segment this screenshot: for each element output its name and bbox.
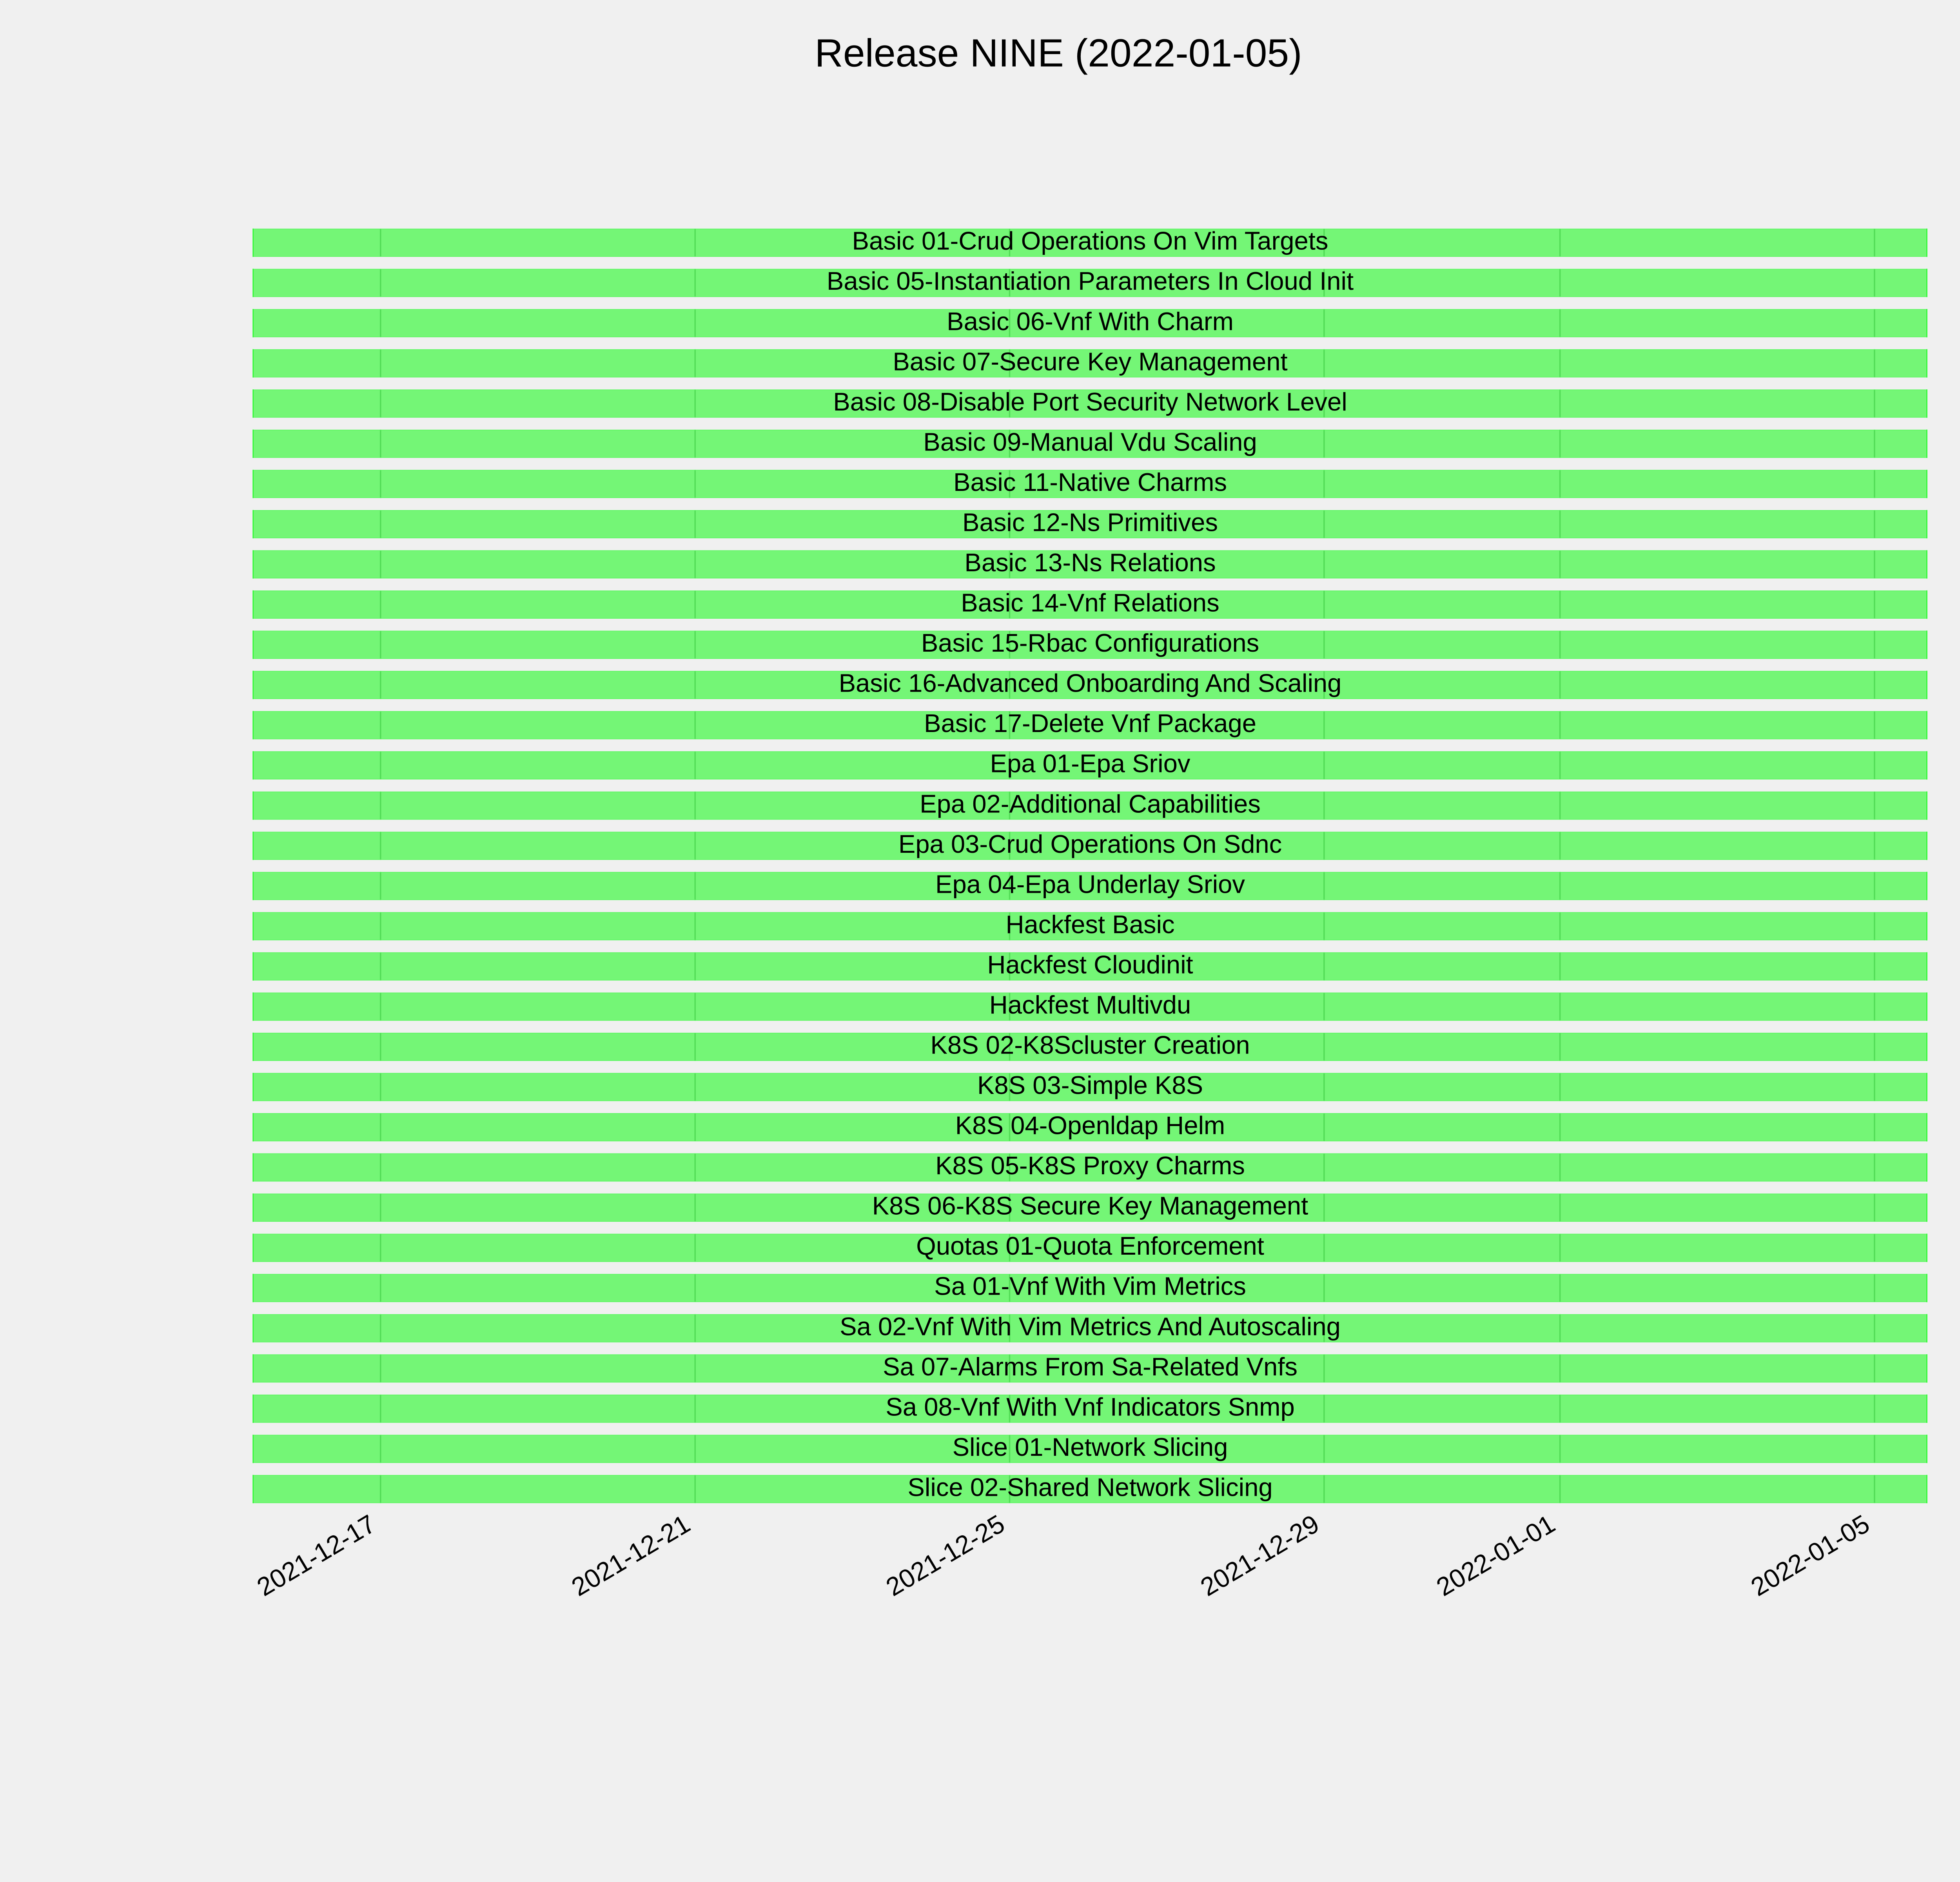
svg-text:Hackfest Basic: Hackfest Basic: [1005, 910, 1174, 939]
svg-text:Basic 14-Vnf Relations: Basic 14-Vnf Relations: [961, 589, 1219, 617]
svg-text:K8S 03-Simple K8S: K8S 03-Simple K8S: [977, 1071, 1203, 1099]
svg-text:Sa 02-Vnf With Vim Metrics And: Sa 02-Vnf With Vim Metrics And Autoscali…: [840, 1312, 1341, 1341]
svg-text:Sa 08-Vnf With Vnf Indicators: Sa 08-Vnf With Vnf Indicators Snmp: [886, 1392, 1294, 1421]
svg-text:Sa 07-Alarms From Sa-Related V: Sa 07-Alarms From Sa-Related Vnfs: [883, 1352, 1298, 1381]
svg-text:Epa 03-Crud Operations On Sdnc: Epa 03-Crud Operations On Sdnc: [898, 830, 1282, 858]
svg-text:Basic 12-Ns Primitives: Basic 12-Ns Primitives: [962, 508, 1218, 537]
svg-text:Basic 15-Rbac Configurations: Basic 15-Rbac Configurations: [921, 629, 1259, 657]
svg-text:K8S 06-K8S Secure Key Manageme: K8S 06-K8S Secure Key Management: [872, 1192, 1308, 1220]
svg-text:Quotas 01-Quota Enforcement: Quotas 01-Quota Enforcement: [916, 1232, 1264, 1260]
svg-text:Basic 16-Advanced Onboarding A: Basic 16-Advanced Onboarding And Scaling: [839, 669, 1342, 698]
svg-text:Basic 01-Crud Operations On Vi: Basic 01-Crud Operations On Vim Targets: [852, 227, 1328, 255]
svg-text:Slice 02-Shared Network Slicin: Slice 02-Shared Network Slicing: [907, 1473, 1272, 1501]
svg-text:K8S 04-Openldap Helm: K8S 04-Openldap Helm: [955, 1111, 1225, 1140]
svg-text:Basic 11-Native Charms: Basic 11-Native Charms: [953, 468, 1227, 496]
svg-text:K8S 02-K8Scluster Creation: K8S 02-K8Scluster Creation: [930, 1031, 1250, 1059]
svg-text:Basic 17-Delete Vnf Package: Basic 17-Delete Vnf Package: [924, 709, 1256, 738]
svg-text:Epa 04-Epa Underlay Sriov: Epa 04-Epa Underlay Sriov: [935, 870, 1245, 898]
svg-text:Epa 02-Additional Capabilities: Epa 02-Additional Capabilities: [920, 789, 1261, 818]
svg-text:Hackfest Cloudinit: Hackfest Cloudinit: [987, 950, 1193, 979]
svg-text:Basic 08-Disable Port Security: Basic 08-Disable Port Security Network L…: [833, 387, 1347, 416]
svg-text:Basic 05-Instantiation Paramet: Basic 05-Instantiation Parameters In Clo…: [827, 267, 1354, 295]
svg-text:Basic 13-Ns Relations: Basic 13-Ns Relations: [964, 548, 1216, 577]
svg-text:Basic 06-Vnf With Charm: Basic 06-Vnf With Charm: [947, 307, 1234, 336]
svg-text:K8S 05-K8S Proxy Charms: K8S 05-K8S Proxy Charms: [935, 1151, 1245, 1180]
svg-text:Epa 01-Epa Sriov: Epa 01-Epa Sriov: [990, 749, 1191, 778]
svg-text:Basic 09-Manual Vdu Scaling: Basic 09-Manual Vdu Scaling: [923, 427, 1257, 456]
svg-text:Release NINE (2022-01-05): Release NINE (2022-01-05): [815, 31, 1302, 75]
svg-text:Sa 01-Vnf With Vim Metrics: Sa 01-Vnf With Vim Metrics: [934, 1272, 1246, 1301]
svg-text:Slice 01-Network Slicing: Slice 01-Network Slicing: [953, 1433, 1228, 1461]
svg-text:Hackfest Multivdu: Hackfest Multivdu: [989, 990, 1191, 1019]
svg-text:Basic 07-Secure Key Management: Basic 07-Secure Key Management: [893, 347, 1287, 376]
